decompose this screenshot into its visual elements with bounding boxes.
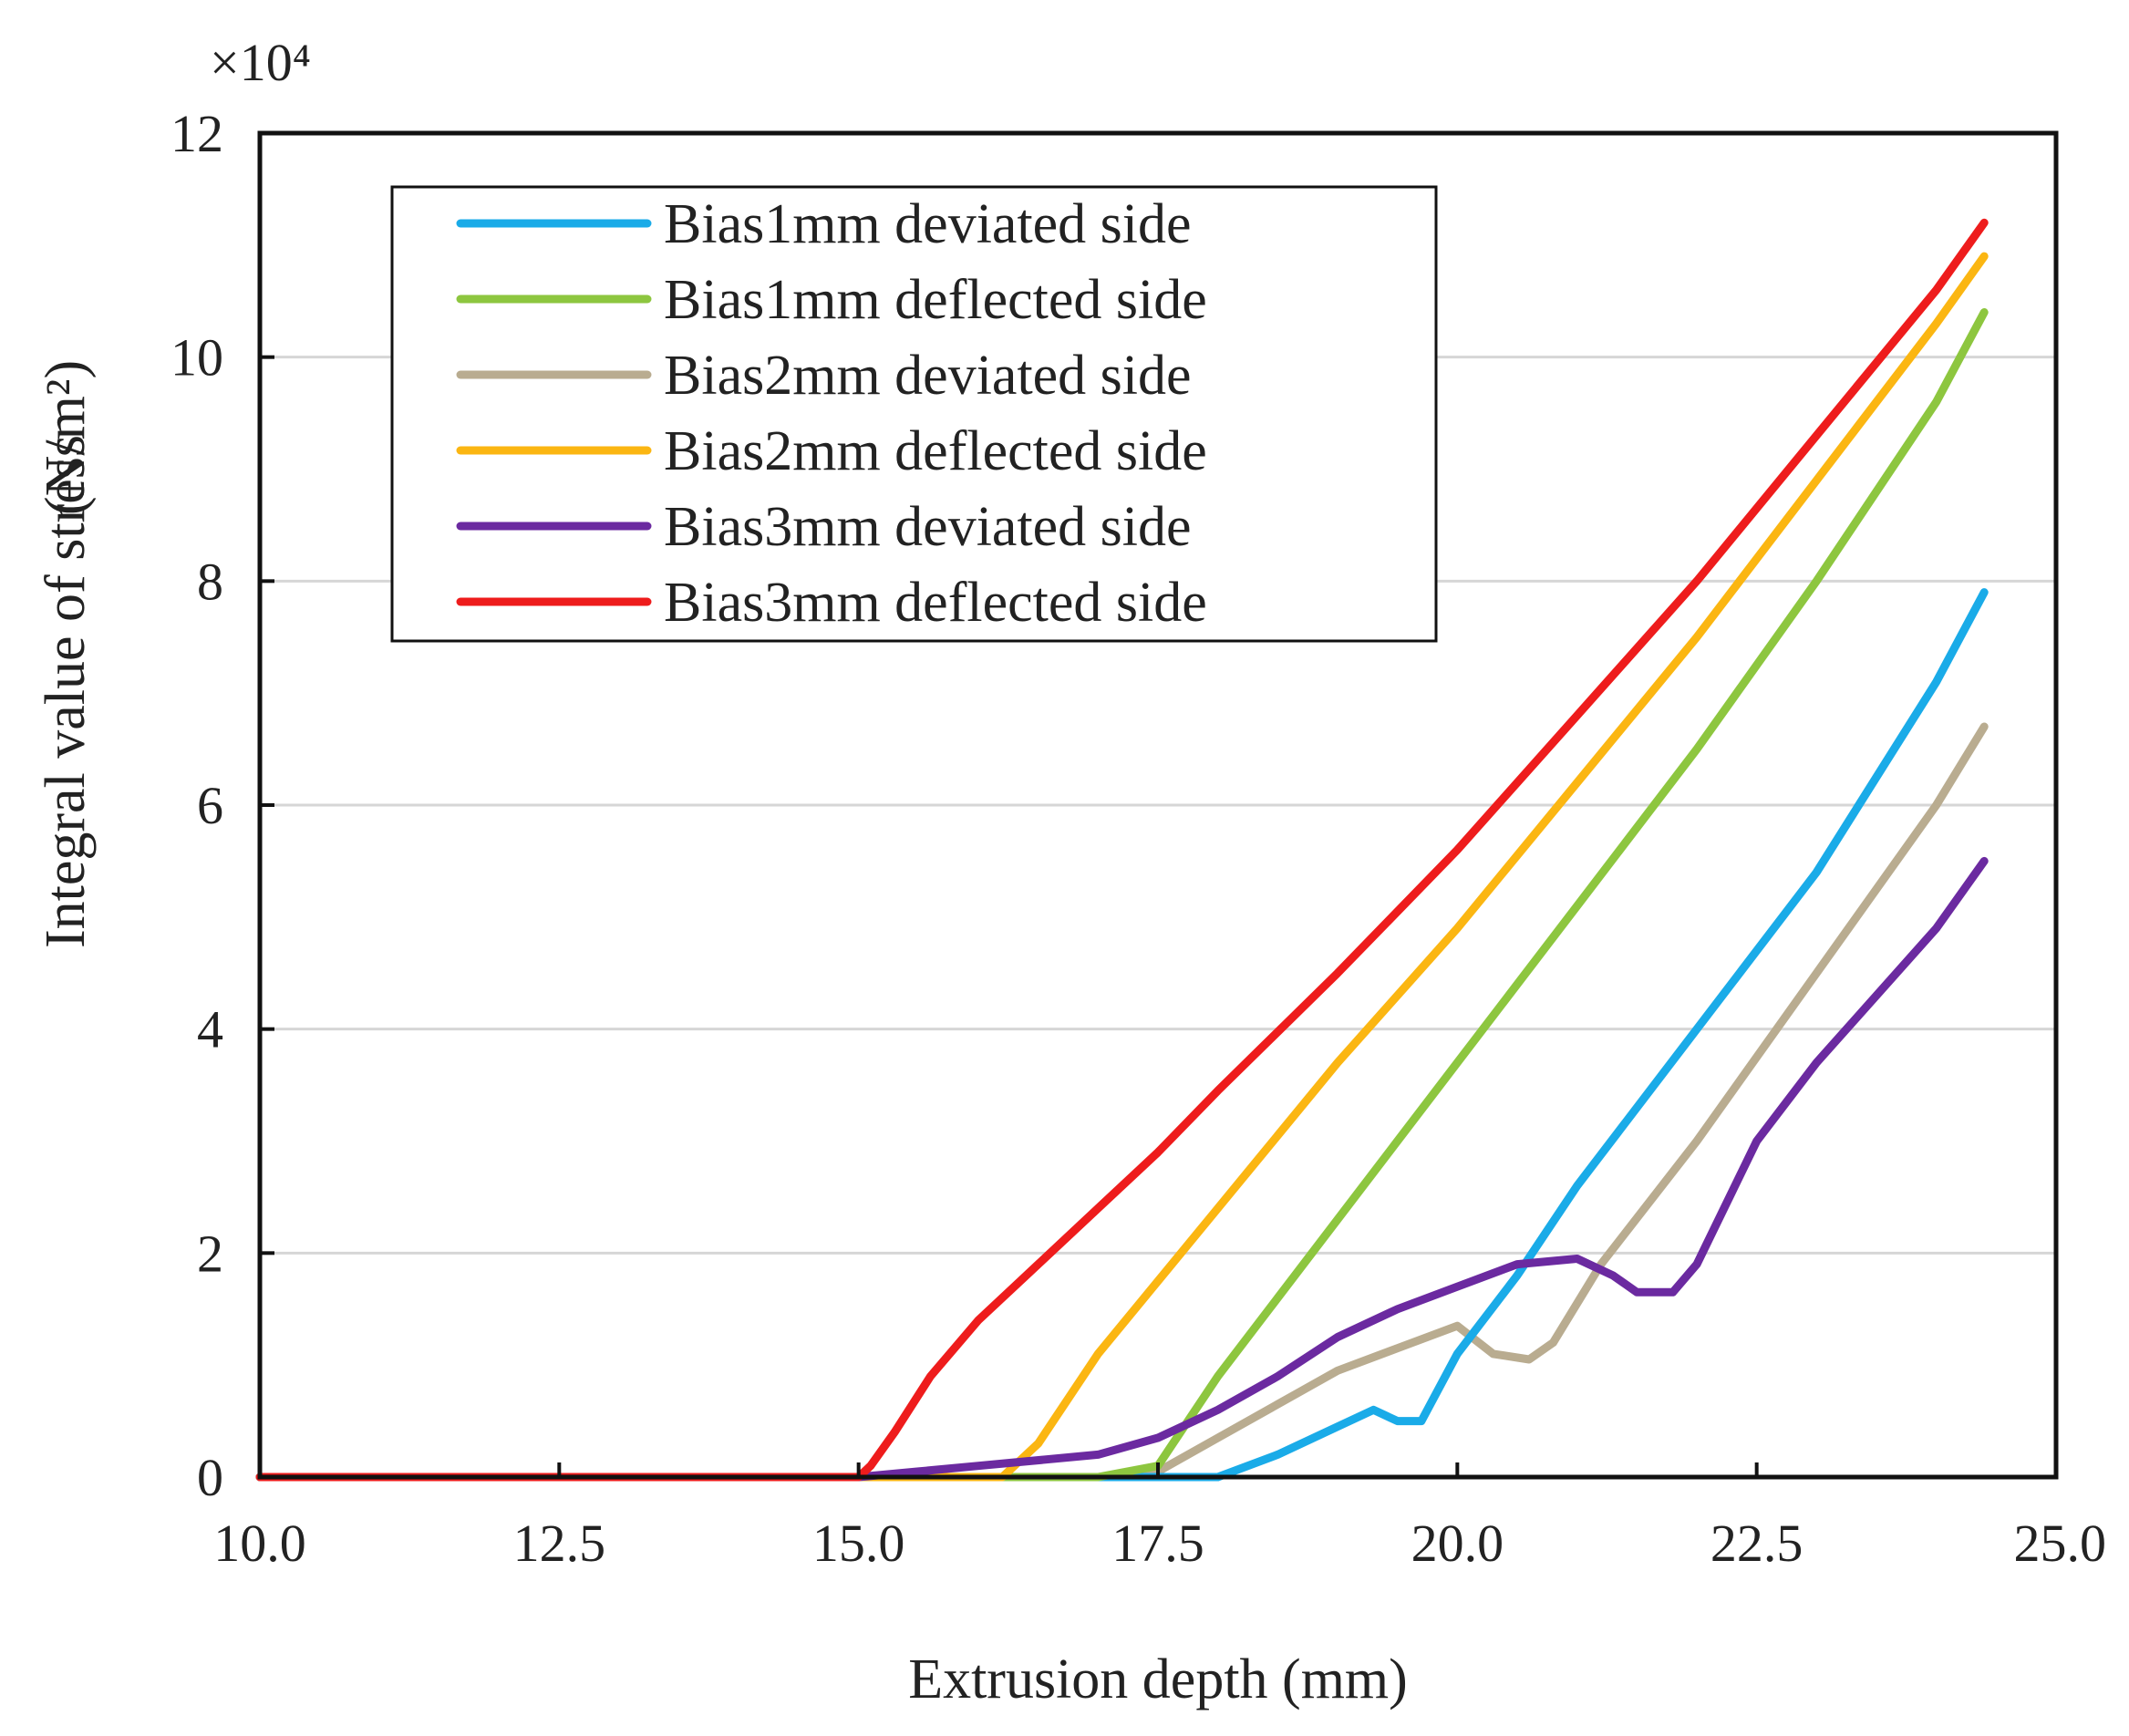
y-tick-label: 6 (197, 776, 223, 835)
x-tick-label: 10.0 (213, 1514, 306, 1573)
y-axis-unit: (N/m²) (35, 360, 97, 515)
legend: Bias1mm deviated side Bias1mm deflected s… (390, 185, 1438, 643)
series-line-3 (255, 722, 1989, 1482)
x-tick-label: 20.0 (1411, 1514, 1504, 1573)
legend-label: Bias1mm deviated side (664, 193, 1192, 255)
x-tick-label: 12.5 (513, 1514, 606, 1573)
series-line-1 (255, 588, 1989, 1482)
y-tick-label: 2 (197, 1224, 223, 1283)
y-tick-label: 10 (171, 328, 223, 388)
series-line-5 (255, 856, 1989, 1482)
series-line-6 (255, 218, 1989, 1482)
legend-label: Bias2mm deflected side (664, 420, 1207, 482)
x-tick-label: 17.5 (1111, 1514, 1204, 1573)
x-tick-label: 15.0 (812, 1514, 905, 1573)
y-axis-title: Integral value of stress (N/m²) (35, 360, 97, 948)
y-axis-multiplier: ×10⁴ (210, 33, 311, 92)
y-axis-label: Integral value of stress (35, 435, 97, 948)
legend-label: Bias2mm deviated side (664, 345, 1192, 407)
legend-items: Bias1mm deviated side Bias1mm deflected s… (456, 193, 1207, 634)
legend-box (390, 185, 1438, 643)
legend-label: Bias3mm deflected side (664, 572, 1207, 634)
x-tick-label: 25.0 (2014, 1514, 2107, 1573)
y-tick-label: 0 (197, 1448, 223, 1507)
y-tick-label: 4 (197, 1000, 223, 1059)
axis-ticks: 0 2 4 6 8 10 12 10.0 12.5 15.0 17.5 20.0 22.5 25.0 (171, 104, 2106, 1573)
x-tick-label: 22.5 (1710, 1514, 1803, 1573)
x-axis-title: Extrusion depth (mm) (908, 1648, 1408, 1710)
y-tick-label: 12 (171, 104, 223, 163)
legend-label: Bias1mm deflected side (664, 269, 1207, 331)
legend-label: Bias3mm deviated side (664, 496, 1192, 558)
y-tick-label: 8 (197, 552, 223, 611)
series-lines (255, 218, 1989, 1482)
